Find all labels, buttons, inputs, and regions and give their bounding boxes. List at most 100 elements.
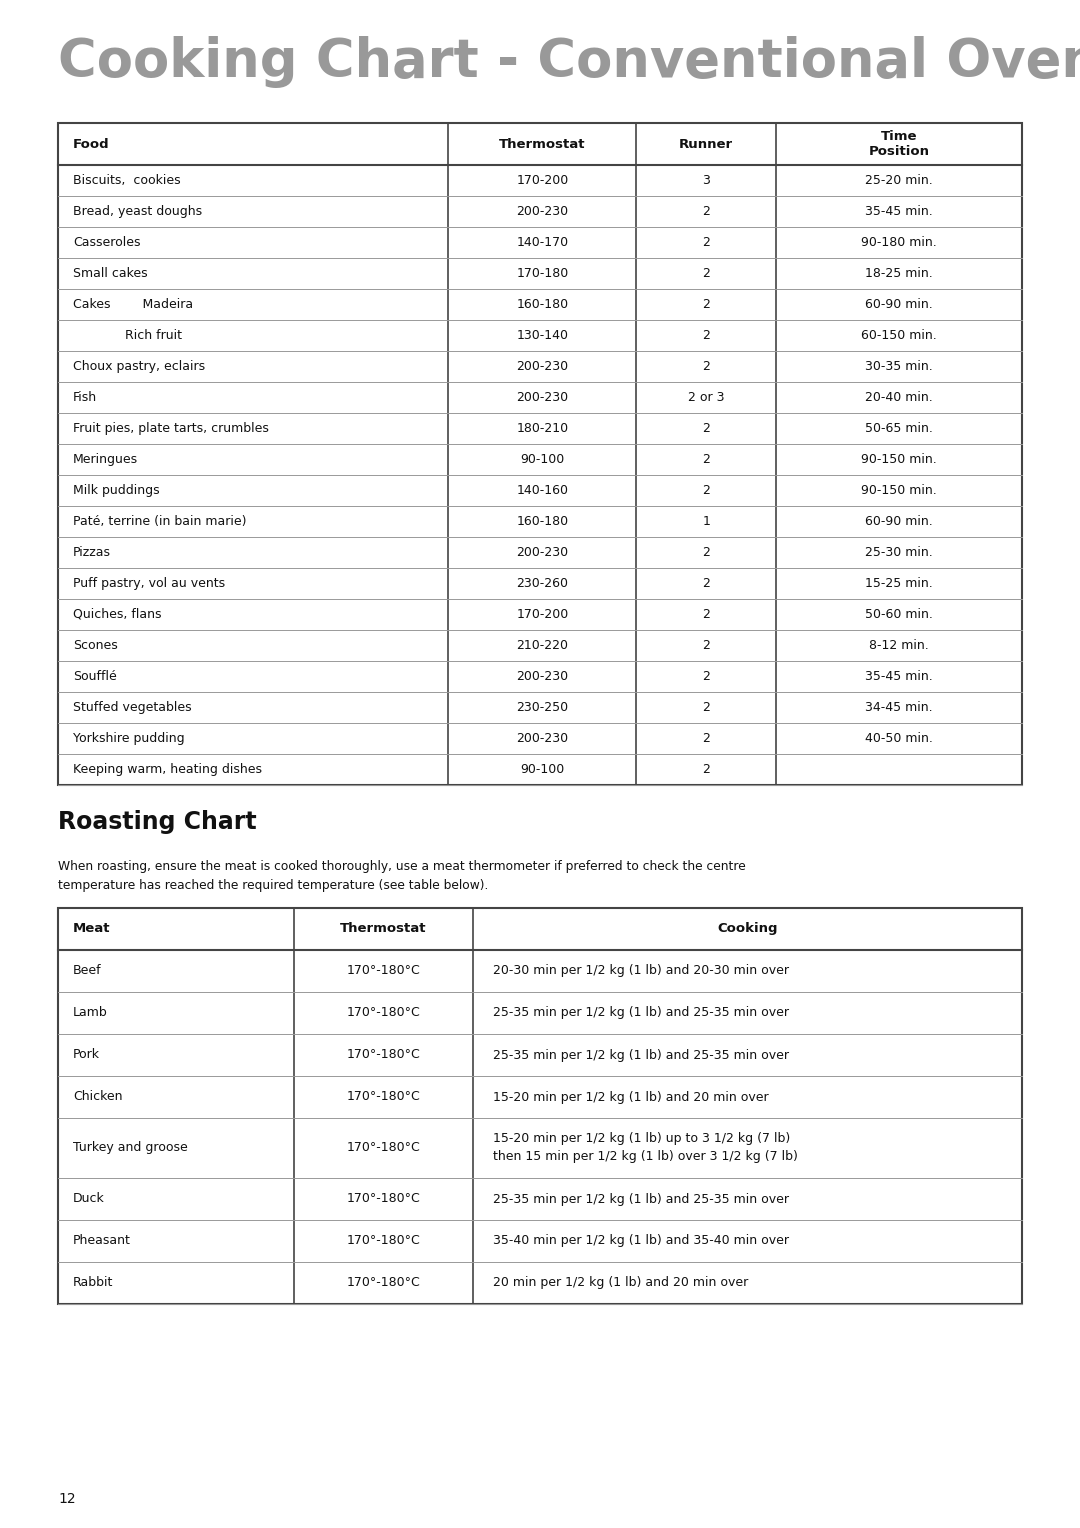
Text: Runner: Runner xyxy=(679,138,733,150)
Text: Puff pastry, vol au vents: Puff pastry, vol au vents xyxy=(73,578,225,590)
Text: Time
Position: Time Position xyxy=(868,130,930,157)
Text: 40-50 min.: 40-50 min. xyxy=(865,732,933,746)
Text: Cooking Chart - Conventional Oven: Cooking Chart - Conventional Oven xyxy=(58,37,1080,89)
Text: 200-230: 200-230 xyxy=(516,391,568,403)
Text: Rich fruit: Rich fruit xyxy=(73,329,183,342)
Text: 170°-180°C: 170°-180°C xyxy=(347,1048,420,1062)
Text: Roasting Chart: Roasting Chart xyxy=(58,810,257,834)
Text: Thermostat: Thermostat xyxy=(499,138,585,150)
Text: 170-200: 170-200 xyxy=(516,608,568,620)
Text: Meat: Meat xyxy=(73,923,110,935)
Text: 25-30 min.: 25-30 min. xyxy=(865,545,933,559)
Text: Choux pastry, eclairs: Choux pastry, eclairs xyxy=(73,361,205,373)
Text: 50-60 min.: 50-60 min. xyxy=(865,608,933,620)
Text: 230-260: 230-260 xyxy=(516,578,568,590)
Text: Paté, terrine (in bain marie): Paté, terrine (in bain marie) xyxy=(73,515,246,529)
Text: 60-150 min.: 60-150 min. xyxy=(861,329,937,342)
Text: Pork: Pork xyxy=(73,1048,100,1062)
Text: Soufflé: Soufflé xyxy=(73,669,117,683)
Text: 2: 2 xyxy=(702,762,711,776)
Text: Yorkshire pudding: Yorkshire pudding xyxy=(73,732,185,746)
Text: 2 or 3: 2 or 3 xyxy=(688,391,725,403)
Text: 90-180 min.: 90-180 min. xyxy=(861,235,937,249)
Text: 2: 2 xyxy=(702,545,711,559)
Text: 25-35 min per 1/2 kg (1 lb) and 25-35 min over: 25-35 min per 1/2 kg (1 lb) and 25-35 mi… xyxy=(492,1048,788,1062)
Bar xyxy=(58,122,1022,785)
Text: Cakes        Madeira: Cakes Madeira xyxy=(73,298,193,312)
Text: 210-220: 210-220 xyxy=(516,639,568,652)
Text: 18-25 min.: 18-25 min. xyxy=(865,267,933,280)
Text: 130-140: 130-140 xyxy=(516,329,568,342)
Text: Lamb: Lamb xyxy=(73,1007,108,1019)
Text: 2: 2 xyxy=(702,639,711,652)
Text: 200-230: 200-230 xyxy=(516,669,568,683)
Text: 2: 2 xyxy=(702,578,711,590)
Text: 140-170: 140-170 xyxy=(516,235,568,249)
Text: 2: 2 xyxy=(702,701,711,714)
Text: Small cakes: Small cakes xyxy=(73,267,148,280)
Text: 200-230: 200-230 xyxy=(516,205,568,219)
Text: Milk puddings: Milk puddings xyxy=(73,484,160,497)
Text: Biscuits,  cookies: Biscuits, cookies xyxy=(73,174,180,186)
Text: 25-20 min.: 25-20 min. xyxy=(865,174,933,186)
Text: 170°-180°C: 170°-180°C xyxy=(347,1276,420,1290)
Text: 90-150 min.: 90-150 min. xyxy=(861,452,937,466)
Text: Thermostat: Thermostat xyxy=(340,923,427,935)
Text: 2: 2 xyxy=(702,484,711,497)
Text: Food: Food xyxy=(73,138,110,150)
Text: 60-90 min.: 60-90 min. xyxy=(865,515,933,529)
Text: 160-180: 160-180 xyxy=(516,515,568,529)
Text: 90-100: 90-100 xyxy=(521,762,565,776)
Text: Turkey and groose: Turkey and groose xyxy=(73,1141,188,1155)
Text: 2: 2 xyxy=(702,329,711,342)
Text: 170°-180°C: 170°-180°C xyxy=(347,1091,420,1103)
Text: 90-100: 90-100 xyxy=(521,452,565,466)
Text: Cooking: Cooking xyxy=(717,923,778,935)
Text: 2: 2 xyxy=(702,452,711,466)
Text: 170°-180°C: 170°-180°C xyxy=(347,1141,420,1155)
Text: Keeping warm, heating dishes: Keeping warm, heating dishes xyxy=(73,762,262,776)
Text: 8-12 min.: 8-12 min. xyxy=(869,639,929,652)
Text: 2: 2 xyxy=(702,422,711,435)
Text: 170°-180°C: 170°-180°C xyxy=(347,1192,420,1206)
Text: 25-35 min per 1/2 kg (1 lb) and 25-35 min over: 25-35 min per 1/2 kg (1 lb) and 25-35 mi… xyxy=(492,1007,788,1019)
Text: 60-90 min.: 60-90 min. xyxy=(865,298,933,312)
Text: 50-65 min.: 50-65 min. xyxy=(865,422,933,435)
Text: 170°-180°C: 170°-180°C xyxy=(347,1235,420,1247)
Text: Duck: Duck xyxy=(73,1192,105,1206)
Text: 200-230: 200-230 xyxy=(516,732,568,746)
Text: Beef: Beef xyxy=(73,964,102,978)
Text: 170°-180°C: 170°-180°C xyxy=(347,1007,420,1019)
Text: 2: 2 xyxy=(702,732,711,746)
Text: Casseroles: Casseroles xyxy=(73,235,140,249)
Text: 34-45 min.: 34-45 min. xyxy=(865,701,933,714)
Text: 170-200: 170-200 xyxy=(516,174,568,186)
Text: 3: 3 xyxy=(702,174,711,186)
Text: When roasting, ensure the meat is cooked thoroughly, use a meat thermometer if p: When roasting, ensure the meat is cooked… xyxy=(58,860,746,892)
Text: Fruit pies, plate tarts, crumbles: Fruit pies, plate tarts, crumbles xyxy=(73,422,269,435)
Text: 2: 2 xyxy=(702,205,711,219)
Text: 200-230: 200-230 xyxy=(516,545,568,559)
Text: 15-20 min per 1/2 kg (1 lb) and 20 min over: 15-20 min per 1/2 kg (1 lb) and 20 min o… xyxy=(492,1091,768,1103)
Text: 30-35 min.: 30-35 min. xyxy=(865,361,933,373)
Text: Meringues: Meringues xyxy=(73,452,138,466)
Text: 12: 12 xyxy=(58,1491,76,1507)
Text: Stuffed vegetables: Stuffed vegetables xyxy=(73,701,191,714)
Text: 90-150 min.: 90-150 min. xyxy=(861,484,937,497)
Text: 2: 2 xyxy=(702,669,711,683)
Text: 170-180: 170-180 xyxy=(516,267,568,280)
Text: 2: 2 xyxy=(702,298,711,312)
Text: 15-25 min.: 15-25 min. xyxy=(865,578,933,590)
Text: Bread, yeast doughs: Bread, yeast doughs xyxy=(73,205,202,219)
Text: 20 min per 1/2 kg (1 lb) and 20 min over: 20 min per 1/2 kg (1 lb) and 20 min over xyxy=(492,1276,747,1290)
Text: 35-40 min per 1/2 kg (1 lb) and 35-40 min over: 35-40 min per 1/2 kg (1 lb) and 35-40 mi… xyxy=(492,1235,788,1247)
Text: 180-210: 180-210 xyxy=(516,422,568,435)
Text: 25-35 min per 1/2 kg (1 lb) and 25-35 min over: 25-35 min per 1/2 kg (1 lb) and 25-35 mi… xyxy=(492,1192,788,1206)
Text: 2: 2 xyxy=(702,608,711,620)
Text: Scones: Scones xyxy=(73,639,118,652)
Text: Pheasant: Pheasant xyxy=(73,1235,131,1247)
Text: 200-230: 200-230 xyxy=(516,361,568,373)
Text: 2: 2 xyxy=(702,267,711,280)
Text: Quiches, flans: Quiches, flans xyxy=(73,608,162,620)
Text: 140-160: 140-160 xyxy=(516,484,568,497)
